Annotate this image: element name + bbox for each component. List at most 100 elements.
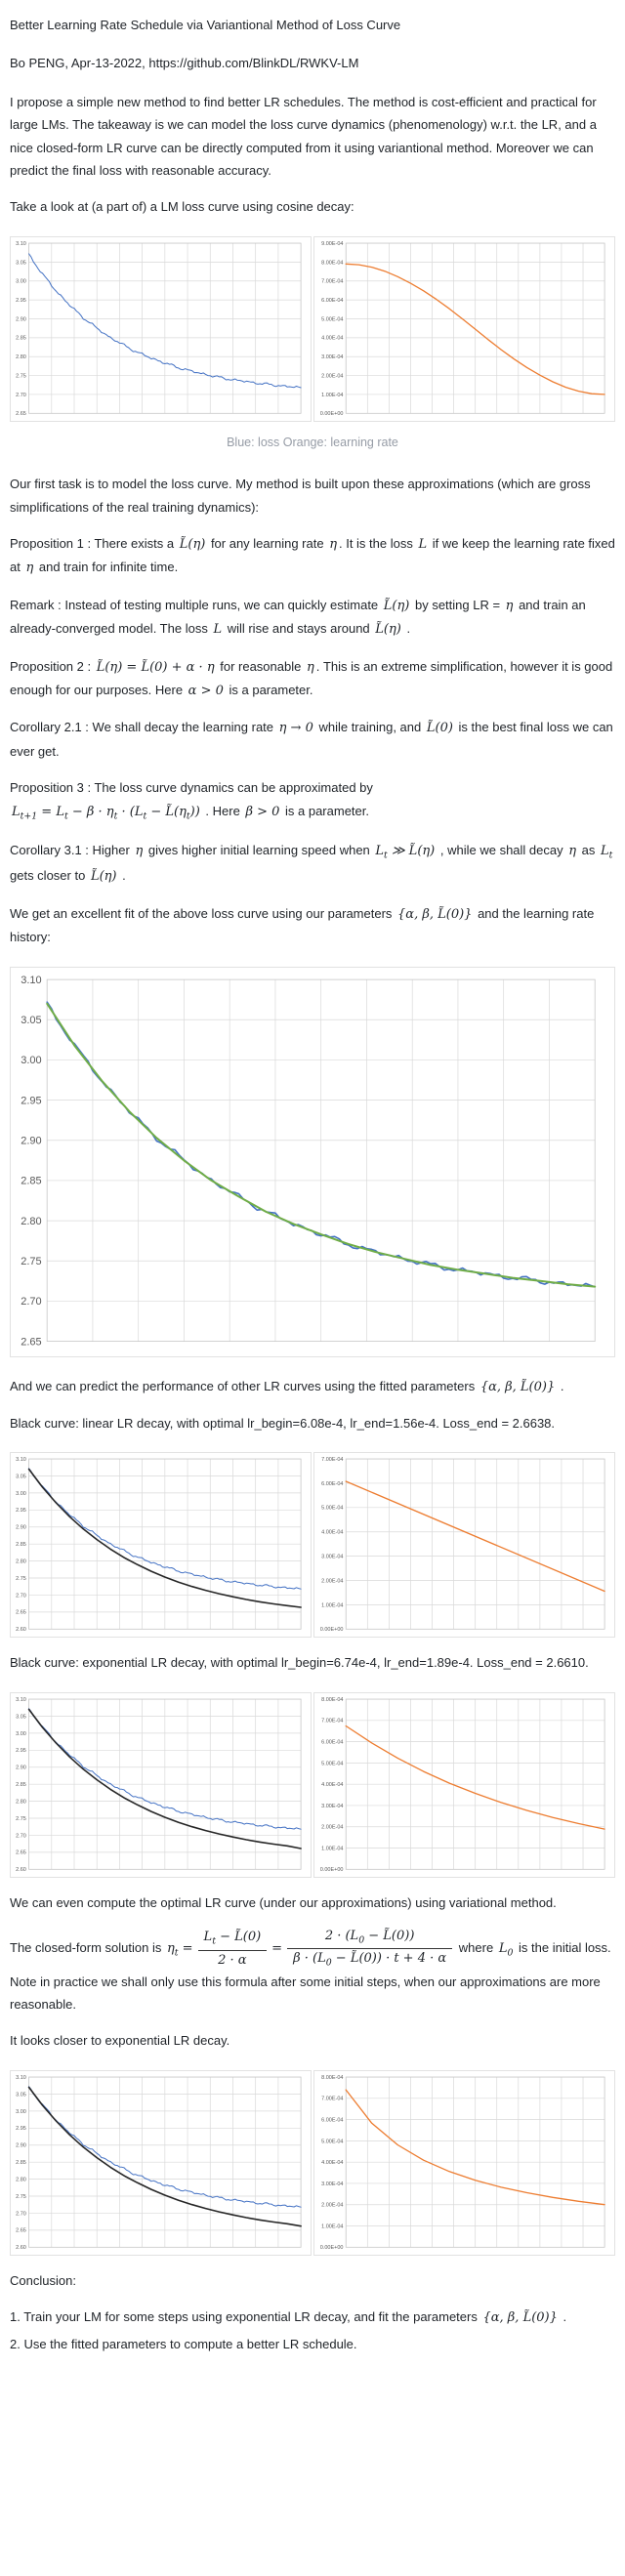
svg-text:5.00E-04: 5.00E-04 <box>321 316 343 322</box>
svg-text:1.00E-04: 1.00E-04 <box>321 393 343 398</box>
paragraph-black-linear: Black curve: linear LR decay, with optim… <box>10 1415 556 1431</box>
svg-text:2.90: 2.90 <box>16 316 26 322</box>
svg-text:5.00E-04: 5.00E-04 <box>321 1761 343 1766</box>
svg-text:6.00E-04: 6.00E-04 <box>321 1739 343 1745</box>
svg-text:2.80: 2.80 <box>16 2177 26 2182</box>
svg-text:5.00E-04: 5.00E-04 <box>321 2139 343 2144</box>
svg-text:1.00E-04: 1.00E-04 <box>321 1846 343 1851</box>
svg-text:2.90: 2.90 <box>21 1135 41 1146</box>
chart-loss-variational: 3.10 3.05 3.00 2.95 2.90 2.85 2.80 2.75 2.70 2.65… <box>10 2069 312 2256</box>
svg-text:2.65: 2.65 <box>16 2227 26 2233</box>
chart-pair-variational: 3.10 3.05 3.00 2.95 2.90 2.85 2.80 2.75 2.70 2.65… <box>10 2069 615 2256</box>
svg-text:2.90: 2.90 <box>16 2142 26 2148</box>
document: Better Learning Rate Schedule via Varian… <box>10 18 615 2351</box>
svg-text:2.65: 2.65 <box>16 411 26 417</box>
svg-text:2.75: 2.75 <box>16 1816 26 1822</box>
chart-loss-exponential: 3.10 3.05 3.00 2.95 2.90 2.85 2.80 2.75 2.70 2.65… <box>10 1691 312 1878</box>
svg-text:2.85: 2.85 <box>16 1782 26 1788</box>
chart-lr-exponential: 8.00E-04 7.00E-04 6.00E-04 5.00E-04 4.00E-04… <box>313 1691 615 1878</box>
svg-text:0.00E+00: 0.00E+00 <box>320 2245 344 2251</box>
svg-text:2.70: 2.70 <box>16 393 26 398</box>
svg-text:2.95: 2.95 <box>16 1509 26 1515</box>
paragraph-first-task: Our first task is to model the loss curv… <box>10 477 591 515</box>
svg-text:6.00E-04: 6.00E-04 <box>321 2117 343 2123</box>
svg-text:3.10: 3.10 <box>16 1697 26 1703</box>
svg-text:8.00E-04: 8.00E-04 <box>321 2075 343 2081</box>
conclusion-heading: Conclusion: <box>10 2272 76 2288</box>
chart-loss-linear: 3.10 3.05 3.00 2.95 2.90 2.85 2.80 2.75 2.70 2.65… <box>10 1452 312 1639</box>
svg-text:8.00E-04: 8.00E-04 <box>321 260 343 266</box>
paragraph-intro: I propose a simple new method to find be… <box>10 94 597 178</box>
paragraph-variational: We can even compute the optimal LR curve… <box>10 1894 557 1910</box>
svg-text:0.00E+00: 0.00E+00 <box>320 411 344 417</box>
svg-text:2.65: 2.65 <box>21 1336 41 1348</box>
svg-text:2.00E-04: 2.00E-04 <box>321 1824 343 1830</box>
paragraph-fit-intro: We get an excellent fit of the above los… <box>10 905 595 945</box>
svg-text:2.65: 2.65 <box>16 1849 26 1855</box>
chart-loss-cosine: 3.10 3.05 3.00 2.95 2.90 2.85 2.80 2.75 2.70 2.65 <box>10 235 312 422</box>
svg-text:5.00E-04: 5.00E-04 <box>321 1506 343 1512</box>
svg-text:3.00: 3.00 <box>16 2109 26 2115</box>
svg-text:2.85: 2.85 <box>21 1175 41 1186</box>
svg-text:3.00E-04: 3.00E-04 <box>321 354 343 360</box>
svg-text:2.85: 2.85 <box>16 1542 26 1548</box>
svg-text:2.75: 2.75 <box>16 1576 26 1582</box>
paragraph-take-look: Take a look at (a part of) a LM loss cur… <box>10 199 354 215</box>
chart-caption: Blue: loss Orange: learning rate <box>227 435 398 449</box>
paragraph-predict: And we can predict the performance of ot… <box>10 1378 564 1394</box>
svg-text:2.60: 2.60 <box>16 2245 26 2251</box>
svg-text:3.00E-04: 3.00E-04 <box>321 1804 343 1809</box>
svg-text:3.00: 3.00 <box>16 1491 26 1497</box>
svg-text:2.80: 2.80 <box>16 354 26 360</box>
svg-text:3.00E-04: 3.00E-04 <box>321 1555 343 1560</box>
svg-text:2.95: 2.95 <box>21 1095 41 1106</box>
conclusion-item-1: 1. Train your LM for some steps using ex… <box>10 2309 567 2326</box>
svg-text:3.00: 3.00 <box>16 1731 26 1737</box>
svg-text:3.10: 3.10 <box>16 2075 26 2081</box>
svg-text:2.75: 2.75 <box>16 2194 26 2200</box>
paragraph-black-exponential: Black curve: exponential LR decay, with … <box>10 1655 589 1671</box>
svg-text:2.75: 2.75 <box>21 1256 41 1267</box>
svg-text:2.80: 2.80 <box>16 1799 26 1805</box>
chart-lr-variational: 8.00E-04 7.00E-04 6.00E-04 5.00E-04 4.00E-04… <box>313 2069 615 2256</box>
paragraph-proposition-3: Proposition 3 : The loss curve dynamics … <box>10 780 373 822</box>
svg-text:3.10: 3.10 <box>16 1457 26 1463</box>
svg-text:3.05: 3.05 <box>21 1015 41 1026</box>
svg-text:3.10: 3.10 <box>21 974 41 985</box>
svg-text:2.90: 2.90 <box>16 1765 26 1770</box>
svg-text:6.00E-04: 6.00E-04 <box>321 298 343 304</box>
svg-text:2.75: 2.75 <box>16 373 26 379</box>
svg-text:2.95: 2.95 <box>16 1748 26 1754</box>
svg-text:2.95: 2.95 <box>16 2126 26 2132</box>
svg-text:0.00E+00: 0.00E+00 <box>320 1867 344 1873</box>
svg-text:2.70: 2.70 <box>16 1594 26 1600</box>
svg-text:4.00E-04: 4.00E-04 <box>321 335 343 341</box>
svg-text:4.00E-04: 4.00E-04 <box>321 1530 343 1536</box>
paragraph-closer: It looks closer to exponential LR decay. <box>10 2033 230 2049</box>
paragraph-corollary-3-1: Corollary 3.1 : Higher η gives higher in… <box>10 842 613 885</box>
paragraph-remark: Remark : Instead of testing multiple run… <box>10 597 586 638</box>
svg-text:2.00E-04: 2.00E-04 <box>321 2202 343 2208</box>
paragraph-proposition-2: Proposition 2 : L̃(η) = L̃(0) + α · η fo… <box>10 658 613 698</box>
svg-text:3.00: 3.00 <box>21 1055 41 1066</box>
svg-text:3.00E-04: 3.00E-04 <box>321 2181 343 2187</box>
svg-text:2.95: 2.95 <box>16 298 26 304</box>
svg-text:2.70: 2.70 <box>16 1833 26 1839</box>
svg-text:2.85: 2.85 <box>16 335 26 341</box>
svg-text:2.60: 2.60 <box>16 1867 26 1873</box>
svg-text:2.80: 2.80 <box>16 1559 26 1565</box>
svg-text:7.00E-04: 7.00E-04 <box>321 1718 343 1724</box>
svg-text:2.65: 2.65 <box>16 1610 26 1616</box>
svg-text:3.05: 3.05 <box>16 2092 26 2098</box>
svg-text:8.00E-04: 8.00E-04 <box>321 1697 343 1703</box>
byline: Bo PENG, Apr-13-2022, https://github.com… <box>10 56 359 71</box>
chart-pair-cosine: 3.10 3.05 3.00 2.95 2.90 2.85 2.80 2.75 2.70 2.65… <box>10 235 615 422</box>
svg-text:2.70: 2.70 <box>16 2211 26 2217</box>
chart-lr-linear: 7.00E-04 6.00E-04 5.00E-04 4.00E-04 3.00E-04… <box>313 1452 615 1639</box>
conclusion-item-2: 2. Use the fitted parameters to compute … <box>10 2336 357 2351</box>
svg-text:2.00E-04: 2.00E-04 <box>321 373 343 379</box>
page-title: Better Learning Rate Schedule via Varian… <box>10 18 401 32</box>
svg-text:1.00E-04: 1.00E-04 <box>321 1603 343 1609</box>
svg-text:2.90: 2.90 <box>16 1525 26 1531</box>
chart-pair-exponential: 3.10 3.05 3.00 2.95 2.90 2.85 2.80 2.75 2.70 2.65… <box>10 1691 615 1878</box>
